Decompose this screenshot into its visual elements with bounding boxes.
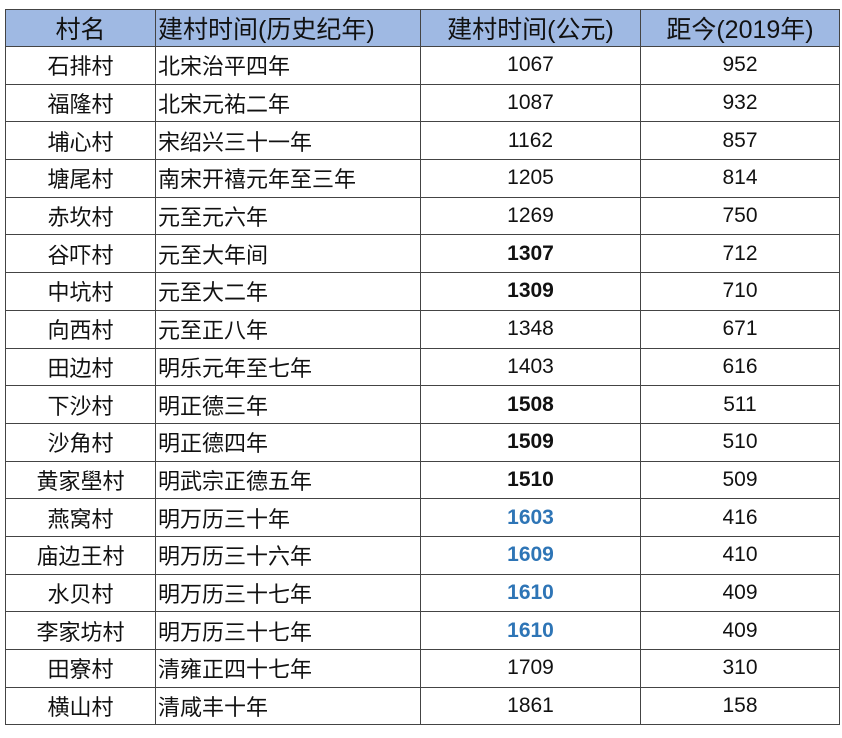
era-cell: 南宋开禧元年至三年 bbox=[155, 159, 421, 198]
village-name-cell: 田边村 bbox=[5, 347, 156, 387]
years-ago-cell: 409 bbox=[640, 573, 840, 613]
table-row: 田边村 明乐元年至七年 1403 616 bbox=[5, 347, 840, 387]
village-name-cell: 黄家壆村 bbox=[5, 460, 156, 500]
village-name-cell: 田寮村 bbox=[5, 649, 156, 688]
table-row: 横山村 清咸丰十年 1861 158 bbox=[5, 686, 840, 726]
era-cell: 元至大二年 bbox=[155, 272, 421, 311]
years-ago-cell: 814 bbox=[640, 159, 840, 198]
era-cell: 清咸丰十年 bbox=[155, 686, 421, 726]
years-ago-cell: 857 bbox=[640, 121, 840, 161]
years-ago-cell: 158 bbox=[640, 686, 840, 726]
era-cell: 明武宗正德五年 bbox=[155, 460, 421, 500]
years-ago-cell: 710 bbox=[640, 272, 840, 311]
era-cell: 北宋元祐二年 bbox=[155, 83, 421, 123]
era-cell: 明万历三十七年 bbox=[155, 573, 421, 613]
village-name-cell: 沙角村 bbox=[5, 422, 156, 462]
table-row: 沙角村 明正德四年 1509 510 bbox=[5, 422, 840, 462]
table-row: 水贝村 明万历三十七年 1610 409 bbox=[5, 573, 840, 613]
year-ad-cell: 1610 bbox=[420, 611, 641, 650]
table-row: 黄家壆村 明武宗正德五年 1510 509 bbox=[5, 460, 840, 500]
table-row: 田寮村 清雍正四十七年 1709 310 bbox=[5, 649, 840, 688]
table-row: 李家坊村 明万历三十七年 1610 409 bbox=[5, 611, 840, 650]
table-row: 向西村 元至正八年 1348 671 bbox=[5, 309, 840, 349]
years-ago-cell: 750 bbox=[640, 196, 840, 236]
village-name-cell: 燕窝村 bbox=[5, 498, 156, 537]
header-era: 建村时间(历史纪年) bbox=[155, 9, 421, 47]
village-name-cell: 石排村 bbox=[5, 46, 156, 85]
year-ad-cell: 1087 bbox=[420, 83, 641, 123]
table-row: 埔心村 宋绍兴三十一年 1162 857 bbox=[5, 121, 840, 161]
header-year-ad: 建村时间(公元) bbox=[420, 9, 641, 47]
village-name-cell: 赤坎村 bbox=[5, 196, 156, 236]
year-ad-cell: 1508 bbox=[420, 385, 641, 424]
table-row: 谷吓村 元至大年间 1307 712 bbox=[5, 234, 840, 274]
years-ago-cell: 509 bbox=[640, 460, 840, 500]
year-ad-cell: 1348 bbox=[420, 309, 641, 349]
header-years-ago: 距今(2019年) bbox=[640, 9, 840, 47]
years-ago-cell: 712 bbox=[640, 234, 840, 274]
table-row: 福隆村 北宋元祐二年 1087 932 bbox=[5, 83, 840, 123]
era-cell: 明万历三十七年 bbox=[155, 611, 421, 650]
table-row: 燕窝村 明万历三十年 1603 416 bbox=[5, 498, 840, 537]
table-row: 赤坎村 元至元六年 1269 750 bbox=[5, 196, 840, 236]
header-village-name: 村名 bbox=[5, 9, 156, 47]
header-row: 村名 建村时间(历史纪年) 建村时间(公元) 距今(2019年) bbox=[5, 9, 840, 47]
era-cell: 元至大年间 bbox=[155, 234, 421, 274]
era-cell: 明万历三十年 bbox=[155, 498, 421, 537]
village-name-cell: 向西村 bbox=[5, 309, 156, 349]
village-founding-table: 村名 建村时间(历史纪年) 建村时间(公元) 距今(2019年) 石排村 北宋治平… bbox=[5, 9, 840, 726]
era-cell: 北宋治平四年 bbox=[155, 46, 421, 85]
years-ago-cell: 410 bbox=[640, 535, 840, 575]
era-cell: 元至正八年 bbox=[155, 309, 421, 349]
years-ago-cell: 952 bbox=[640, 46, 840, 85]
year-ad-cell: 1403 bbox=[420, 347, 641, 387]
village-name-cell: 庙边王村 bbox=[5, 535, 156, 575]
year-ad-cell: 1609 bbox=[420, 535, 641, 575]
era-cell: 明正德三年 bbox=[155, 385, 421, 424]
village-name-cell: 塘尾村 bbox=[5, 159, 156, 198]
year-ad-cell: 1307 bbox=[420, 234, 641, 274]
year-ad-cell: 1205 bbox=[420, 159, 641, 198]
year-ad-cell: 1861 bbox=[420, 686, 641, 726]
era-cell: 明乐元年至七年 bbox=[155, 347, 421, 387]
years-ago-cell: 510 bbox=[640, 422, 840, 462]
table-row: 中坑村 元至大二年 1309 710 bbox=[5, 272, 840, 311]
village-name-cell: 福隆村 bbox=[5, 83, 156, 123]
village-name-cell: 埔心村 bbox=[5, 121, 156, 161]
years-ago-cell: 616 bbox=[640, 347, 840, 387]
table-row: 下沙村 明正德三年 1508 511 bbox=[5, 385, 840, 424]
year-ad-cell: 1162 bbox=[420, 121, 641, 161]
years-ago-cell: 671 bbox=[640, 309, 840, 349]
year-ad-cell: 1509 bbox=[420, 422, 641, 462]
year-ad-cell: 1709 bbox=[420, 649, 641, 688]
era-cell: 明正德四年 bbox=[155, 422, 421, 462]
era-cell: 宋绍兴三十一年 bbox=[155, 121, 421, 161]
year-ad-cell: 1067 bbox=[420, 46, 641, 85]
years-ago-cell: 310 bbox=[640, 649, 840, 688]
table-row: 庙边王村 明万历三十六年 1609 410 bbox=[5, 535, 840, 575]
years-ago-cell: 409 bbox=[640, 611, 840, 650]
era-cell: 元至元六年 bbox=[155, 196, 421, 236]
village-name-cell: 横山村 bbox=[5, 686, 156, 726]
era-cell: 清雍正四十七年 bbox=[155, 649, 421, 688]
table-row: 塘尾村 南宋开禧元年至三年 1205 814 bbox=[5, 159, 840, 198]
years-ago-cell: 932 bbox=[640, 83, 840, 123]
table-row: 石排村 北宋治平四年 1067 952 bbox=[5, 46, 840, 85]
year-ad-cell: 1603 bbox=[420, 498, 641, 537]
year-ad-cell: 1610 bbox=[420, 573, 641, 613]
years-ago-cell: 511 bbox=[640, 385, 840, 424]
village-name-cell: 中坑村 bbox=[5, 272, 156, 311]
village-name-cell: 水贝村 bbox=[5, 573, 156, 613]
year-ad-cell: 1269 bbox=[420, 196, 641, 236]
village-name-cell: 下沙村 bbox=[5, 385, 156, 424]
village-name-cell: 谷吓村 bbox=[5, 234, 156, 274]
years-ago-cell: 416 bbox=[640, 498, 840, 537]
year-ad-cell: 1510 bbox=[420, 460, 641, 500]
year-ad-cell: 1309 bbox=[420, 272, 641, 311]
village-name-cell: 李家坊村 bbox=[5, 611, 156, 650]
era-cell: 明万历三十六年 bbox=[155, 535, 421, 575]
